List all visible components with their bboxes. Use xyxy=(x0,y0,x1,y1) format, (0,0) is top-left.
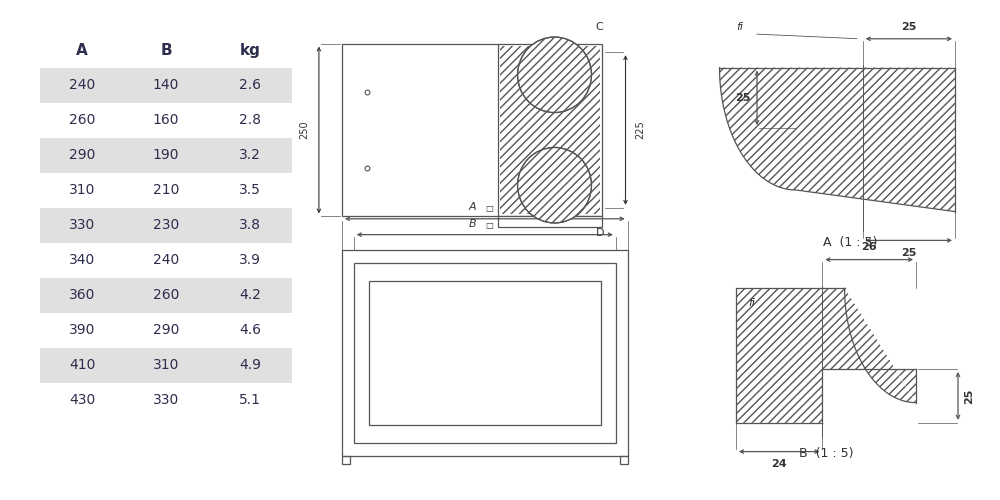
Text: 410: 410 xyxy=(69,358,95,372)
Text: 190: 190 xyxy=(153,148,179,162)
Text: 2.6: 2.6 xyxy=(239,78,261,92)
Text: A: A xyxy=(469,202,476,211)
Text: 290: 290 xyxy=(69,148,95,162)
Text: 225: 225 xyxy=(635,120,645,140)
Text: 240: 240 xyxy=(69,78,95,92)
Text: 25: 25 xyxy=(901,248,917,258)
Text: 4.9: 4.9 xyxy=(239,358,261,372)
Text: fi: fi xyxy=(748,298,755,308)
Text: 25: 25 xyxy=(901,22,917,32)
Text: 250: 250 xyxy=(299,120,309,140)
Bar xyxy=(40,138,292,172)
Text: 3.8: 3.8 xyxy=(239,218,261,232)
Bar xyxy=(342,44,602,216)
Bar xyxy=(369,281,601,426)
Bar xyxy=(342,456,350,464)
Text: 290: 290 xyxy=(153,324,179,338)
Text: 26: 26 xyxy=(861,242,877,252)
Text: 140: 140 xyxy=(153,78,179,92)
Text: D: D xyxy=(596,228,604,238)
Text: A: A xyxy=(76,44,88,59)
Text: B: B xyxy=(160,44,172,59)
Bar xyxy=(354,264,616,443)
Bar xyxy=(40,348,292,383)
Text: 4.2: 4.2 xyxy=(239,288,261,302)
Text: 2.8: 2.8 xyxy=(239,113,261,127)
Text: B: B xyxy=(469,219,476,229)
Ellipse shape xyxy=(518,148,591,223)
Text: 160: 160 xyxy=(153,113,179,127)
Bar xyxy=(40,278,292,313)
Text: 330: 330 xyxy=(69,218,95,232)
Text: 230: 230 xyxy=(153,218,179,232)
Ellipse shape xyxy=(518,37,591,113)
Text: □: □ xyxy=(485,221,493,230)
Bar xyxy=(40,208,292,243)
Text: B  (1 : 5): B (1 : 5) xyxy=(799,447,853,460)
Text: 24: 24 xyxy=(771,459,787,469)
Bar xyxy=(620,456,628,464)
Bar xyxy=(342,250,628,456)
Bar xyxy=(40,68,292,102)
Text: 5.1: 5.1 xyxy=(239,394,261,407)
Text: kg: kg xyxy=(240,44,260,59)
Text: 310: 310 xyxy=(69,183,95,197)
Text: A  (1 : 5): A (1 : 5) xyxy=(823,236,877,248)
Text: fi: fi xyxy=(736,22,743,32)
Text: 3.2: 3.2 xyxy=(239,148,261,162)
Text: 4.6: 4.6 xyxy=(239,324,261,338)
Text: C: C xyxy=(596,22,603,32)
Text: 260: 260 xyxy=(153,288,179,302)
Text: 330: 330 xyxy=(153,394,179,407)
Bar xyxy=(498,216,602,227)
Text: 240: 240 xyxy=(153,254,179,268)
Text: 3.5: 3.5 xyxy=(239,183,261,197)
Text: 340: 340 xyxy=(69,254,95,268)
Text: 25: 25 xyxy=(964,388,974,404)
Text: 430: 430 xyxy=(69,394,95,407)
Text: 260: 260 xyxy=(69,113,95,127)
Text: 25: 25 xyxy=(736,93,751,103)
Text: 360: 360 xyxy=(69,288,95,302)
Text: 3.9: 3.9 xyxy=(239,254,261,268)
Text: 390: 390 xyxy=(69,324,95,338)
Bar xyxy=(500,46,600,214)
Text: 210: 210 xyxy=(153,183,179,197)
Text: □: □ xyxy=(485,204,493,212)
Text: 310: 310 xyxy=(153,358,179,372)
